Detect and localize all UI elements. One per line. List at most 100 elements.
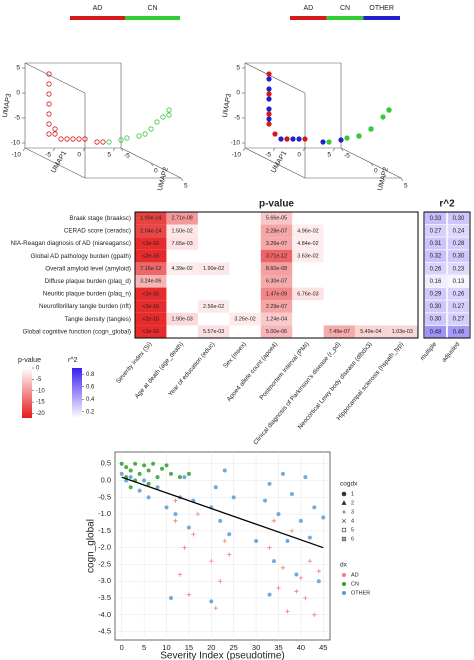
y-tick-label: -2.5	[98, 559, 111, 568]
point	[46, 131, 52, 137]
x-tick-label: -10	[12, 152, 22, 159]
point	[272, 559, 277, 564]
row-label: Neuritic plaque burden (plaq_n)	[43, 291, 131, 298]
point	[271, 518, 277, 524]
legend-swatch	[290, 16, 327, 20]
cell-label: 7.49e-07	[329, 329, 350, 335]
x-tick-label: 25	[230, 643, 238, 652]
point	[166, 107, 172, 113]
legend-label: 1	[351, 491, 354, 497]
point	[155, 475, 160, 480]
point	[298, 575, 304, 581]
r2-column-label: adjusted	[441, 340, 462, 363]
y-tick	[340, 147, 344, 152]
r2-cell-label: 0.46	[453, 329, 465, 335]
cell-label: 2.71e-08	[172, 216, 193, 222]
legend-label: AD	[351, 572, 359, 578]
cell-label: 7.16e-12	[140, 266, 161, 272]
y-tick	[150, 162, 154, 167]
point	[119, 461, 124, 466]
legend-title: dx	[340, 562, 348, 569]
heat-cell	[197, 300, 230, 313]
cell-label: <2e-16	[142, 291, 159, 297]
point	[307, 535, 312, 540]
cell-label: 2.29e-07	[266, 304, 287, 310]
point	[124, 135, 130, 141]
colorbar	[22, 368, 32, 418]
y-tick-label: -4.5	[98, 627, 111, 636]
cell-label: 4.96e-02	[297, 228, 318, 234]
box-edge	[244, 147, 306, 179]
r2-cell	[425, 275, 446, 288]
r2-cell	[448, 275, 469, 288]
point	[209, 599, 214, 604]
legend-title: cogdx	[340, 481, 358, 488]
colorbar-tick-label: 0.4	[86, 397, 95, 403]
point	[284, 136, 290, 142]
point	[64, 136, 70, 142]
z-axis-label: UMAP3	[2, 93, 13, 118]
row-label: NIA-Reagan diagnosis of AD (niareagansc)	[11, 240, 131, 247]
point	[124, 465, 129, 470]
point	[142, 478, 147, 483]
point	[209, 558, 214, 564]
y-tick-label: -5	[344, 153, 350, 160]
legend-label: AD	[303, 5, 313, 12]
point	[46, 121, 52, 127]
cell-label: 7.65e-03	[172, 241, 193, 247]
legend-label: OTHER	[351, 590, 370, 596]
fit-line	[121, 476, 324, 549]
point	[356, 133, 362, 139]
point	[267, 592, 272, 597]
point	[146, 468, 151, 473]
r2-cell	[425, 250, 446, 262]
point	[142, 463, 147, 468]
legend-label: 3	[351, 509, 354, 515]
heat-cell	[260, 212, 293, 225]
point	[227, 532, 232, 537]
point	[146, 481, 151, 486]
y-axis-label: UMAP2	[157, 166, 170, 191]
heat-cell	[260, 300, 293, 313]
cell-label: 4.39e-02	[172, 266, 193, 272]
r2-cell	[425, 325, 446, 338]
cell-label: 3.63e-02	[297, 254, 318, 260]
point	[177, 572, 183, 577]
heat-cell	[135, 275, 167, 288]
cell-label: <2e-16	[142, 317, 159, 323]
point	[213, 485, 218, 490]
point	[380, 114, 386, 120]
x-tick	[302, 147, 306, 152]
point	[316, 579, 321, 584]
point	[263, 498, 268, 503]
r2-cell	[448, 225, 469, 237]
r2-cell	[448, 212, 469, 225]
point	[82, 136, 88, 142]
point	[94, 139, 100, 145]
point	[46, 111, 52, 117]
cell-label: 3.26e-02	[234, 317, 255, 323]
r2-cell-label: 0.33	[430, 216, 442, 222]
point	[267, 481, 272, 486]
r2-cell-label: 0.26	[453, 291, 465, 297]
colorbar-tick-label: -5	[36, 377, 42, 383]
point	[52, 126, 58, 132]
point	[285, 609, 290, 614]
legend-swatch	[326, 16, 364, 20]
heat-cell	[292, 249, 324, 263]
point	[191, 532, 196, 537]
heat-cell	[135, 325, 167, 338]
x-tick	[332, 147, 336, 152]
y-tick-label: 5	[184, 183, 188, 190]
heat-cell	[260, 325, 293, 338]
point	[218, 579, 223, 584]
point	[266, 111, 272, 117]
x-tick	[22, 147, 26, 152]
point	[266, 106, 272, 112]
point	[290, 136, 296, 142]
legend-swatch	[363, 16, 400, 20]
colorbar-tick-label: 0.8	[86, 372, 95, 378]
r2-cell-label: 0.30	[453, 216, 465, 222]
point	[182, 545, 187, 550]
point	[344, 135, 350, 141]
